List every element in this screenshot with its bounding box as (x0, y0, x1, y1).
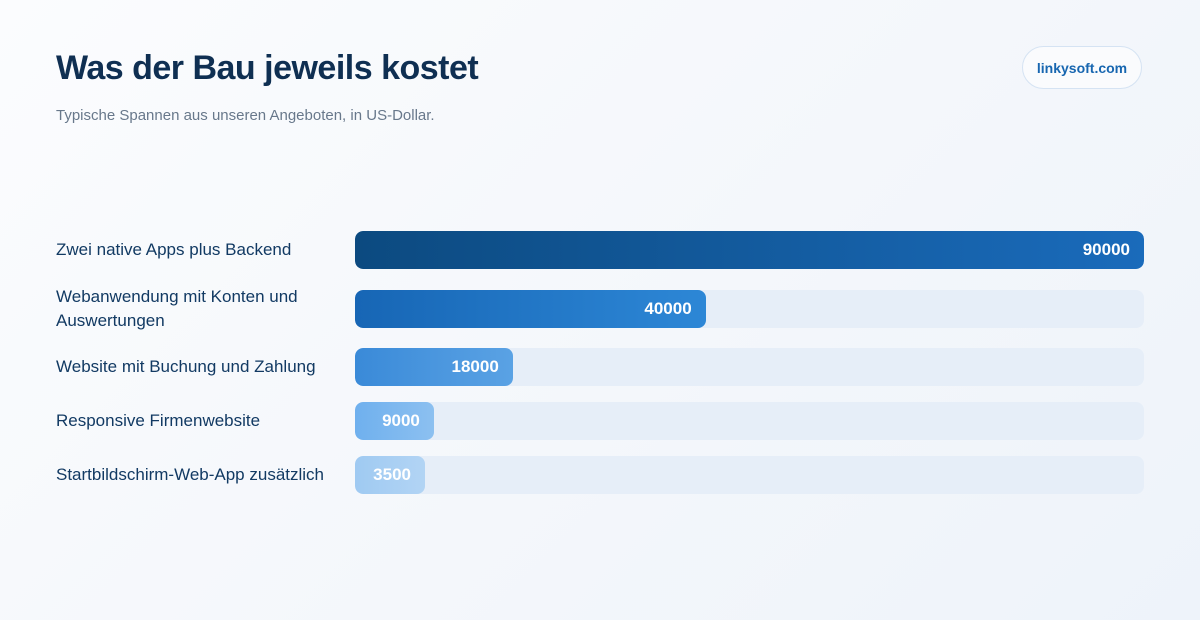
value-label: 90000 (1082, 240, 1130, 259)
bar-track: 9000 (355, 402, 1144, 440)
bar[interactable]: 9000 (355, 402, 434, 440)
page-subtitle: Typische Spannen aus unseren Angeboten, … (56, 107, 435, 124)
value-label: 9000 (382, 411, 420, 430)
value-label: 18000 (451, 357, 499, 376)
bar-track: 90000 (355, 231, 1144, 269)
bar[interactable]: 90000 (355, 231, 1144, 269)
page-title: Was der Bau jeweils kostet (56, 49, 479, 87)
bar[interactable]: 40000 (355, 290, 706, 328)
category-label: Responsive Firmenwebsite (56, 411, 261, 430)
chart-row: Zwei native Apps plus Backend 90000 (56, 231, 1144, 269)
bar-track: 18000 (355, 348, 1144, 386)
category-label: Webanwendung mit Konten und Auswertungen (56, 287, 298, 330)
brand-badge[interactable]: linkysoft.com (1022, 46, 1142, 89)
chart-row: Responsive Firmenwebsite 9000 (56, 402, 1144, 440)
category-label: Zwei native Apps plus Backend (56, 240, 292, 259)
bar-track: 40000 (355, 290, 1144, 328)
bar[interactable]: 18000 (355, 348, 513, 386)
value-label: 40000 (644, 299, 692, 318)
chart-row: Website mit Buchung und Zahlung 18000 (56, 348, 1144, 386)
category-label: Startbildschirm-Web-App zusätzlich (56, 465, 324, 484)
value-label: 3500 (373, 465, 411, 484)
category-label: Website mit Buchung und Zahlung (56, 357, 316, 376)
chart-row: Webanwendung mit Konten und Auswertungen… (56, 279, 1144, 339)
chart-row: Startbildschirm-Web-App zusätzlich 3500 (56, 456, 1144, 494)
bar-track: 3500 (355, 456, 1144, 494)
bar[interactable]: 3500 (355, 456, 425, 494)
